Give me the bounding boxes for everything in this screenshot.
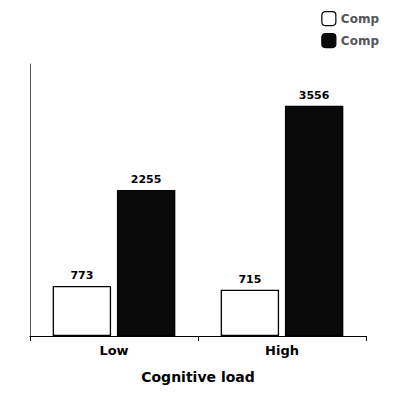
svg-text:Comp: Comp [341, 12, 380, 26]
svg-text:3556: 3556 [299, 89, 330, 102]
svg-text:Low: Low [99, 343, 128, 358]
svg-text:773: 773 [70, 269, 93, 282]
svg-text:2255: 2255 [131, 173, 162, 186]
svg-text:Comp: Comp [341, 34, 380, 48]
svg-text:High: High [265, 343, 299, 358]
svg-text:Cognitive load: Cognitive load [141, 369, 255, 385]
svg-text:715: 715 [238, 273, 261, 286]
